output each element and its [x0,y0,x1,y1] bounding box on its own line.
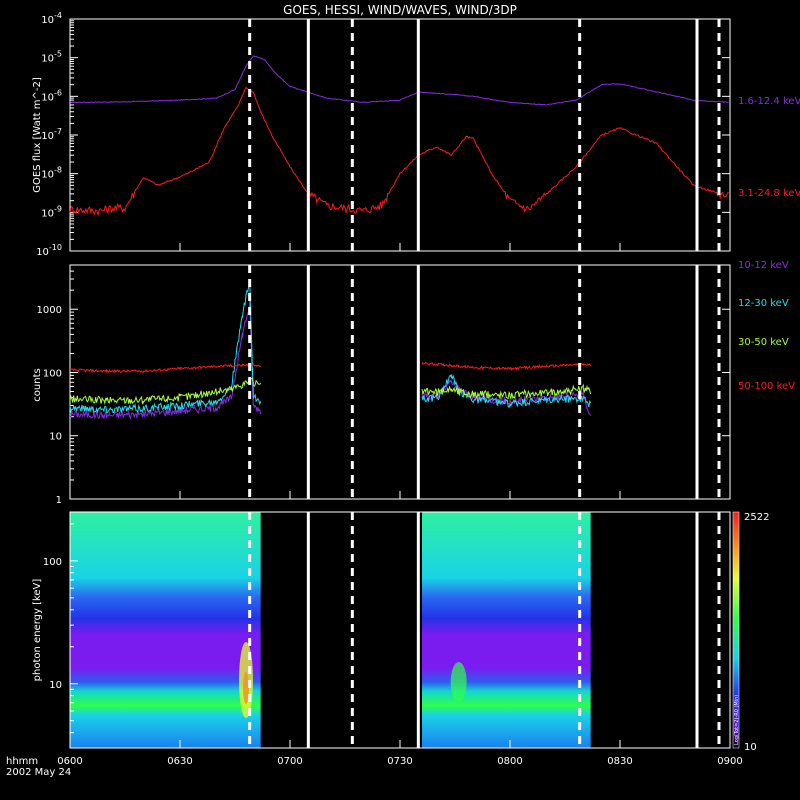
hessi-series-group [69,279,592,420]
x-tick-label: 0800 [497,756,522,767]
hessi-y-tick-label: 1 [56,495,62,506]
goes-series-line [70,55,729,106]
hessi-legend-label: 12-30 keV [738,298,789,309]
hessi-series-line [69,377,262,405]
spectrogram-block [422,512,591,748]
colorbar-scale-note: Log(Tot=2)-R0 (Min) [734,695,740,745]
goes-y-ticks: 10-10 10-9 10-8 10-7 10-6 10-5 10-4 [36,11,730,258]
hessi-ylabel: counts [32,368,43,401]
x-tick-label: 0900 [717,756,742,767]
goes-y-tick-label: 10-5 [41,50,62,65]
x-tick-label: 0630 [167,756,192,767]
goes-y-tick-label: 10-8 [41,166,62,181]
hessi-series-line [69,279,262,414]
colorbar: 2522 10 Log(Tot=2)-R0 (Min) [732,511,769,753]
x-axis-ticks: 0600 0630 0700 0730 0800 0830 0900 [57,243,743,767]
spectrogram-ylabel: photon energy [keV] [32,579,43,682]
colorbar-min-label: 10 [744,742,757,753]
hessi-series-line [421,383,592,401]
x-tick-label: 0830 [607,756,632,767]
goes-y-tick-label: 10-7 [41,127,62,142]
hessi-y-tick-label: 100 [43,368,62,379]
spectrogram-feature [450,662,467,702]
hessi-series-line [421,379,592,416]
spectrogram-y-tick-label: 100 [43,557,62,568]
goes-legend-label: 1.6-12.4 keV [738,96,800,107]
hessi-series-line [69,301,262,420]
goes-y-tick-label: 10-9 [41,204,62,219]
hessi-y-tick-label: 1000 [37,305,62,316]
spectrogram-flare-core [243,672,249,704]
hessi-y-tick-label: 10 [49,432,62,443]
hessi-legend-label: 50-100 keV [738,381,795,392]
x-tick-label: 0700 [277,756,302,767]
goes-y-tick-label: 10-6 [41,88,62,103]
x-tick-label: 0600 [57,756,82,767]
hessi-legend-label: 30-50 keV [738,337,789,348]
hessi-legend-label: 10-12 keV [738,260,789,271]
date-label: 2002 May 24 [6,767,71,778]
colorbar-max-label: 2522 [744,512,769,523]
spectrogram-y-tick-label: 10 [49,680,62,691]
goes-frame [69,18,731,252]
goes-panel: GOES flux [Watt m^-2] 10-1010-910-810-71… [32,11,800,258]
hessi-frame [69,264,731,500]
spectrogram-block [70,512,261,748]
goes-series-group [69,55,729,217]
colorbar-gradient [732,511,740,749]
hessi-series-line [421,374,592,409]
goes-legend: 1.6-12.4 keV 3.1-24.8 keV [738,96,800,199]
goes-y-tick-label: 10-10 [36,243,62,258]
hessi-legend: 10-12 keV 12-30 keV 30-50 keV 50-100 keV [738,260,795,392]
goes-series-line [69,86,729,217]
spectrogram-y-ticks: 10 100 [43,523,78,749]
x-tick-label: 0730 [387,756,412,767]
page-title: GOES, HESSI, WIND/WAVES, WIND/3DP [283,3,517,17]
time-markers [248,19,721,748]
goes-y-tick-label: 10-4 [41,11,62,26]
hessi-series-line [69,362,261,375]
spectrogram-heatmap [70,512,591,748]
hessi-y-ticks: 1 10 100 1000 [37,264,730,506]
hessi-series-line [421,361,592,371]
time-unit-label: hhmm [6,756,38,767]
goes-ylabel: GOES flux [Watt m^-2] [32,77,43,193]
spectrogram-panel: photon energy [keV] 10 100 0600 0630 0700 07… [32,243,769,767]
hessi-panel: counts 1 10 100 1000 10-12 keV 12-30 keV 30-5… [32,260,795,506]
goes-legend-label: 3.1-24.8 keV [738,188,800,199]
